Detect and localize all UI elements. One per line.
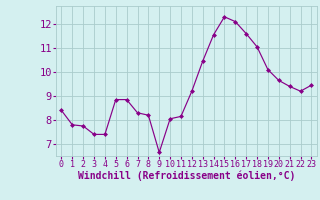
X-axis label: Windchill (Refroidissement éolien,°C): Windchill (Refroidissement éolien,°C) — [78, 171, 295, 181]
